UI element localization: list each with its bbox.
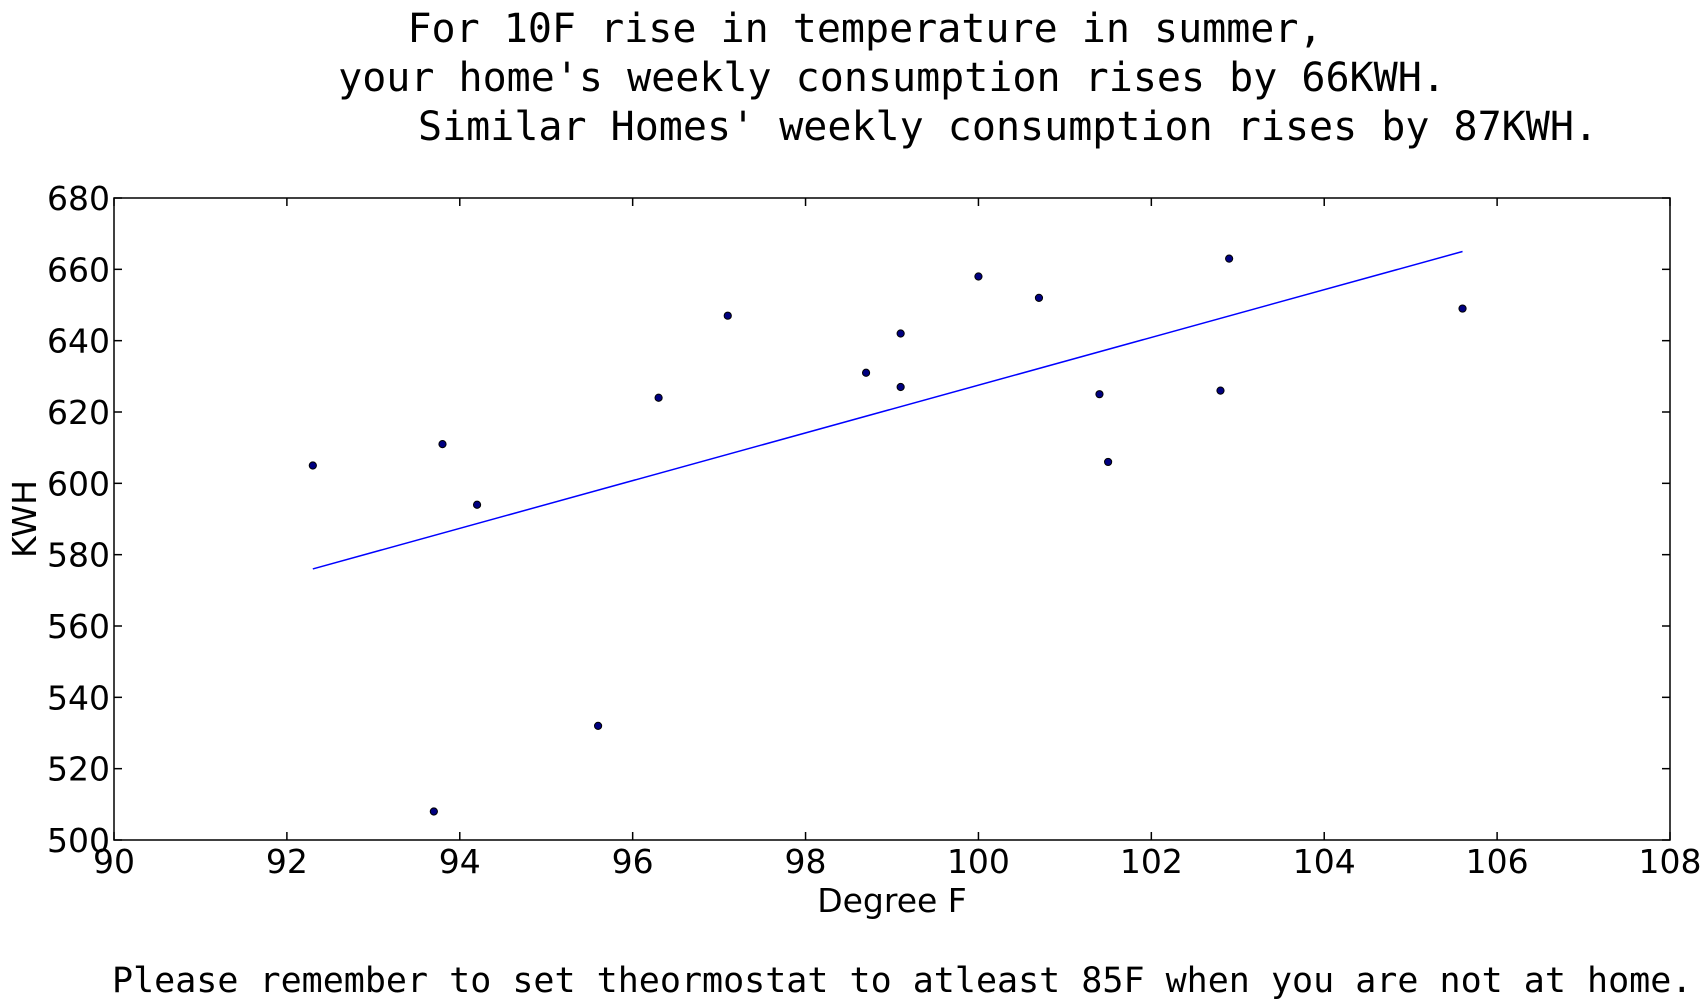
plot-area-frame [113, 197, 1671, 841]
data-point [861, 368, 871, 377]
trend-line [312, 250, 1463, 570]
x-tick-label: 102 [1120, 842, 1183, 881]
data-point [1104, 457, 1113, 467]
y-tick-label: 600 [47, 464, 110, 503]
y-axis-label: KWH [5, 480, 44, 558]
y-tick-label: 540 [47, 678, 110, 717]
y-tick-label: 520 [47, 750, 110, 789]
x-tick-label: 96 [612, 842, 654, 881]
data-point [723, 311, 732, 320]
x-tick-label: 104 [1293, 842, 1356, 881]
x-tick-label: 100 [947, 842, 1010, 881]
data-point [593, 721, 603, 730]
x-tick-label: 108 [1639, 842, 1702, 881]
data-point [429, 807, 438, 816]
data-point [1225, 254, 1234, 263]
data-point [1034, 293, 1044, 302]
y-tick-label: 500 [47, 821, 110, 860]
data-point [654, 393, 663, 402]
data-point [974, 272, 983, 281]
data-point [438, 440, 447, 449]
trend-line-group [312, 250, 1463, 570]
data-point [1216, 386, 1225, 395]
y-tick-label: 620 [47, 393, 110, 432]
y-tick-label: 580 [47, 536, 110, 575]
data-point [896, 382, 905, 392]
footnote: Please remember to set theormostat to at… [112, 961, 1692, 1001]
data-point [1458, 304, 1467, 313]
x-tick-label: 90 [93, 842, 135, 881]
data-point [1095, 390, 1104, 399]
x-tick-label: 92 [266, 842, 308, 881]
x-tick-label: 94 [439, 842, 481, 881]
title-line-2: your home's weekly consumption rises by … [338, 55, 1446, 101]
y-tick-label: 640 [47, 322, 110, 361]
y-tick-label: 680 [47, 179, 110, 218]
data-point [472, 500, 482, 509]
title-line-1: For 10F rise in temperature in summer, [407, 6, 1322, 52]
y-tick-label: 560 [47, 607, 110, 646]
x-axis-label: Degree F [817, 881, 967, 920]
data-point [308, 461, 317, 470]
x-tick-label: 106 [1466, 842, 1529, 881]
data-points [308, 254, 1467, 816]
axis-ticks: 90 92 94 96 98 100 102 104 106 108 500 520 540 560 580… [47, 179, 1702, 881]
chart-title: For 10F rise in temperature in summer, y… [338, 6, 1598, 150]
x-tick-label: 98 [785, 842, 827, 881]
title-line-3: Similar Homes' weekly consumption rises … [418, 104, 1598, 150]
y-tick-label: 660 [47, 250, 110, 289]
data-point [896, 329, 905, 338]
